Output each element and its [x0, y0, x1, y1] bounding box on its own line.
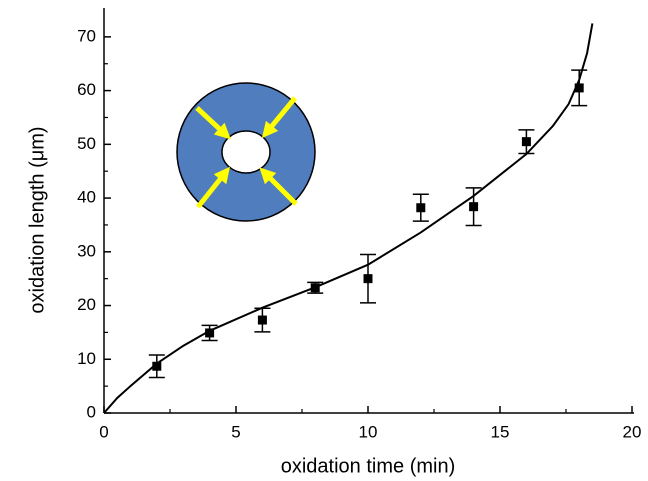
- point: [310, 283, 320, 293]
- y-tick-label: 10: [77, 349, 96, 368]
- arrows: [195, 96, 298, 209]
- x-tick-label: 5: [231, 422, 240, 441]
- hole: [221, 130, 271, 174]
- y-axis-title: oxidation length (μm): [26, 126, 48, 313]
- point: [152, 361, 162, 371]
- point: [205, 328, 215, 338]
- point: [521, 137, 531, 147]
- point: [257, 315, 267, 325]
- y-tick-label: 50: [77, 134, 96, 153]
- inset-diagram: [176, 82, 316, 222]
- y-tick-label: 70: [77, 26, 96, 45]
- y-tick-label: 0: [87, 402, 96, 421]
- point: [469, 202, 479, 212]
- y-tick-label: 60: [77, 80, 96, 99]
- point: [363, 274, 373, 284]
- y-tick-label: 40: [77, 188, 96, 207]
- x-tick-label: 0: [99, 422, 108, 441]
- fit-curve: [103, 23, 594, 414]
- y-tick-label: 30: [77, 241, 96, 260]
- y-tick-label: 20: [77, 295, 96, 314]
- x-tick-label: 15: [491, 422, 510, 441]
- x-axis-title: oxidation time (min): [281, 455, 456, 477]
- x-tick-label: 10: [359, 422, 378, 441]
- point: [416, 203, 426, 213]
- point: [574, 83, 584, 93]
- x-tick-label: 20: [623, 422, 642, 441]
